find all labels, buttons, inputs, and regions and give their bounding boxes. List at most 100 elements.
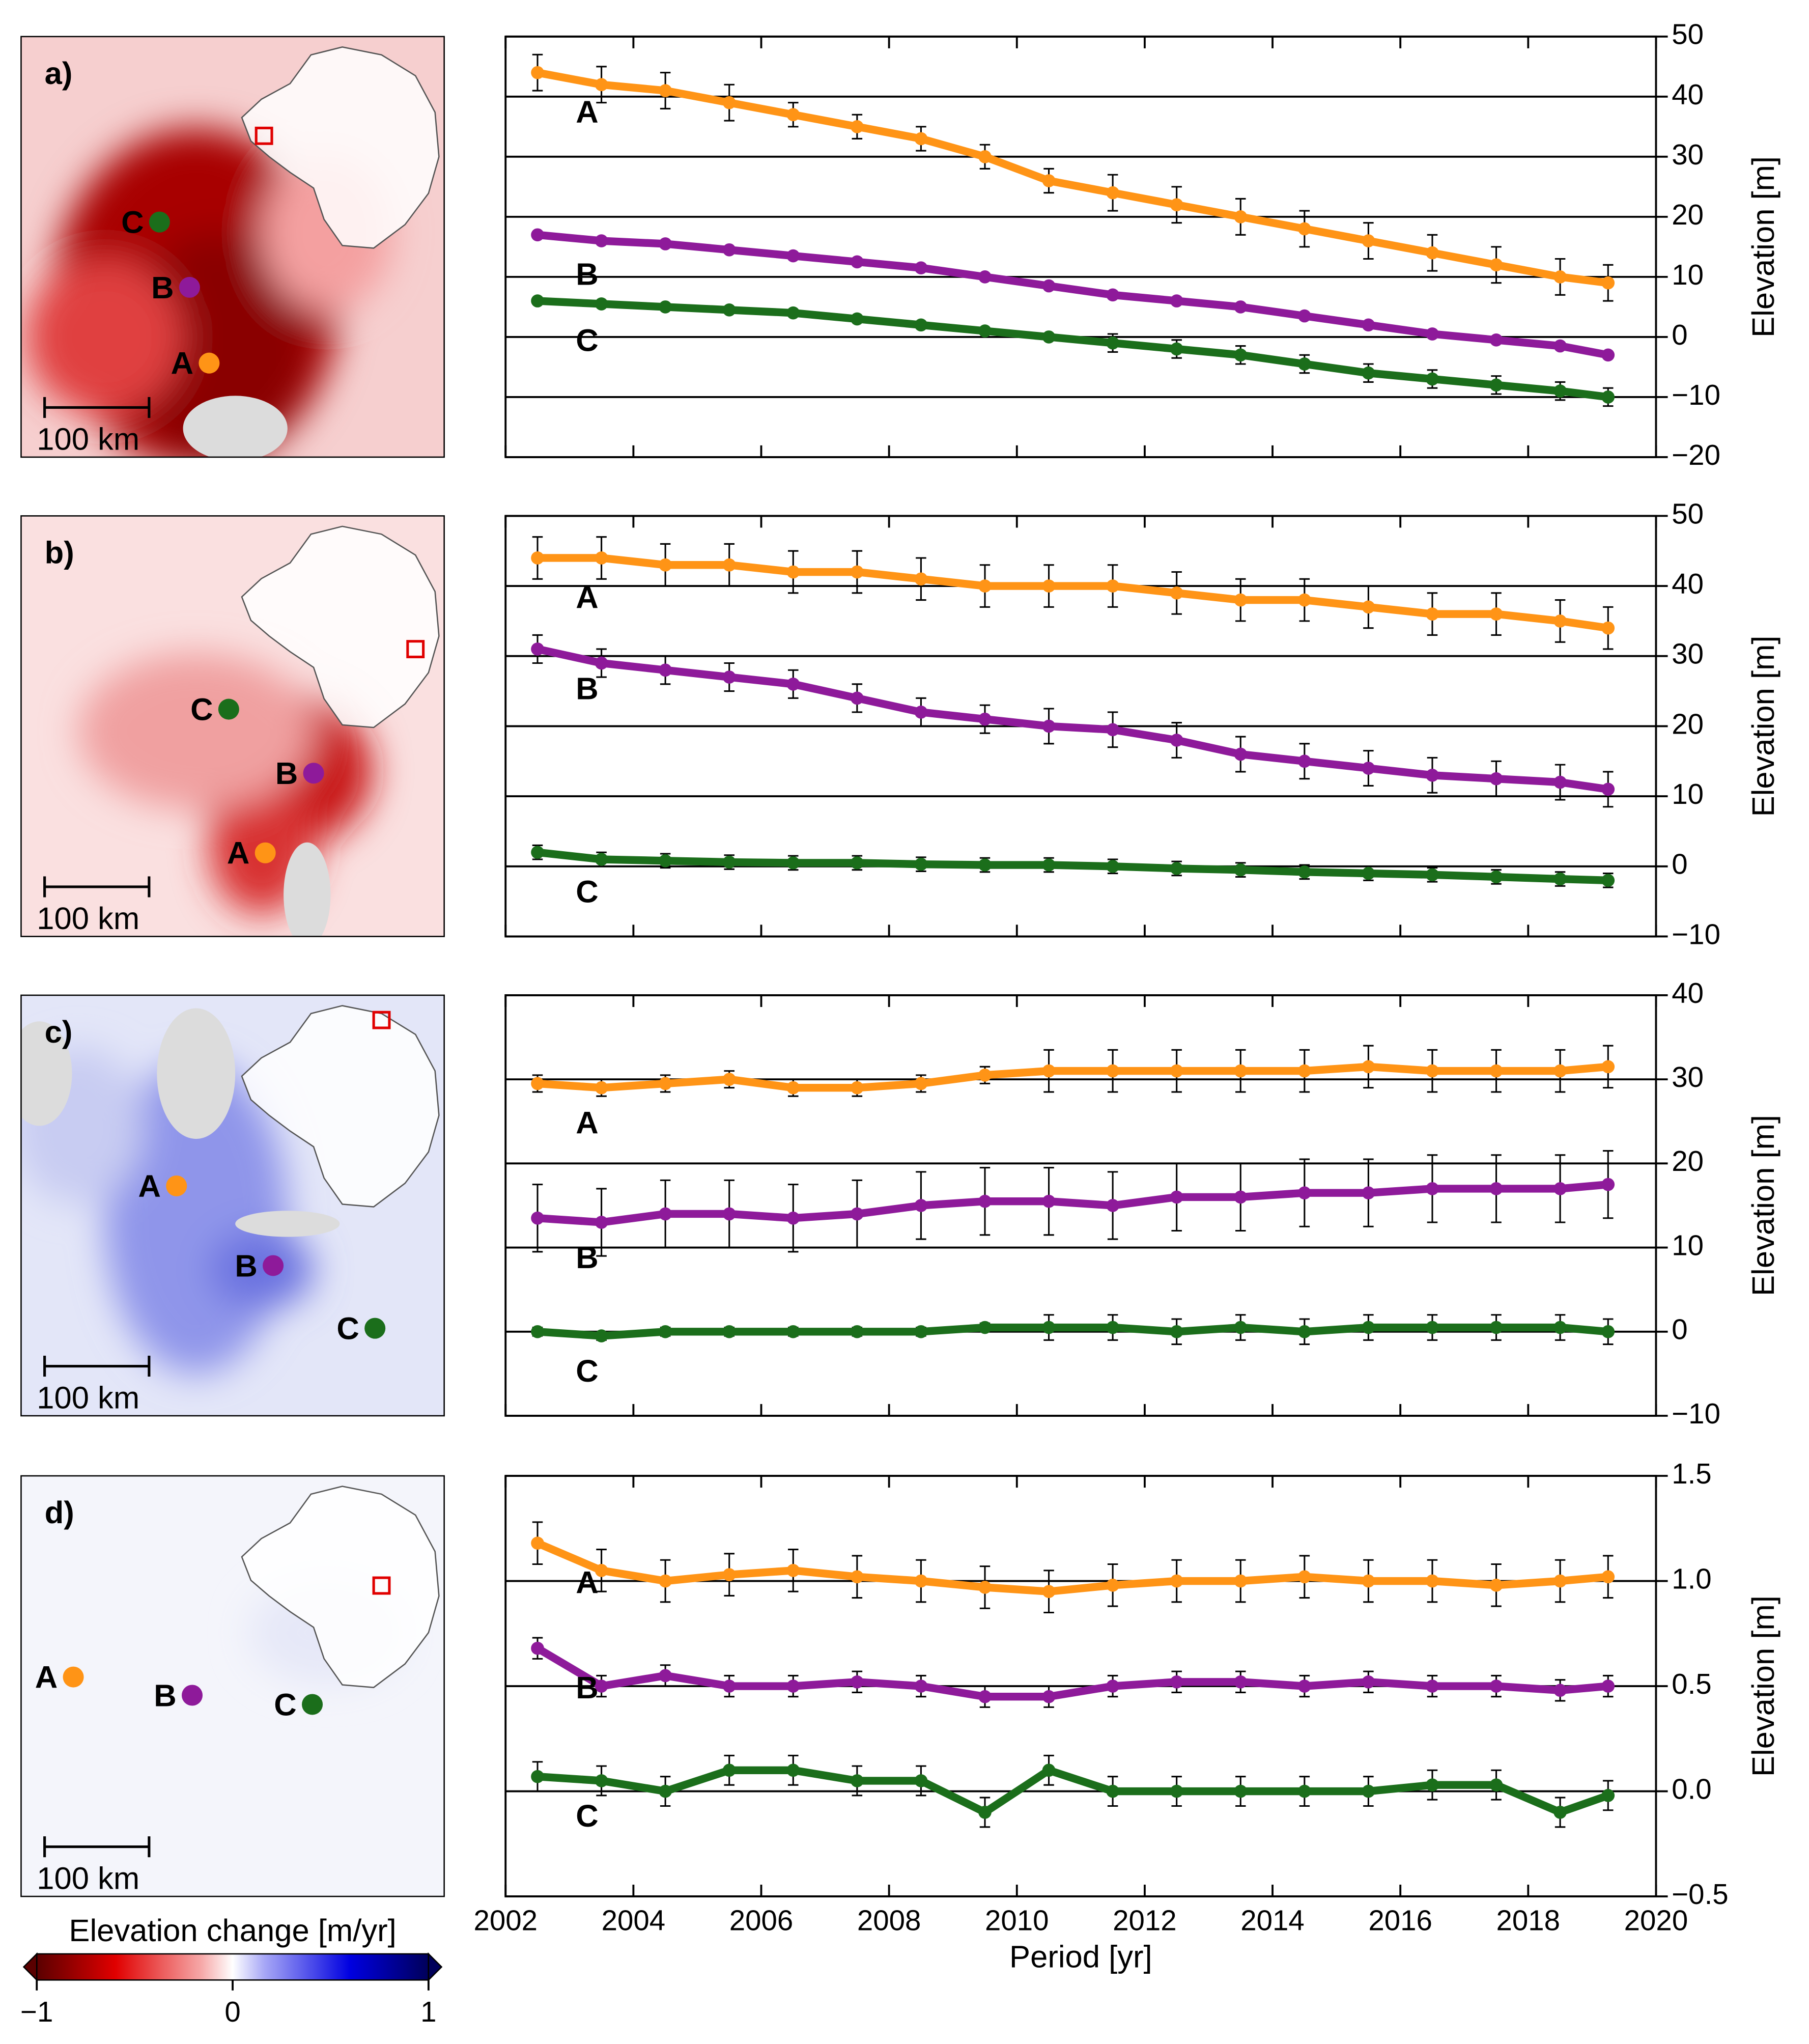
- map-point: [303, 763, 324, 784]
- series-line: [537, 848, 1608, 885]
- data-point: [1297, 1679, 1311, 1693]
- data-point: [722, 1763, 736, 1777]
- data-point: [1426, 868, 1439, 882]
- series: [531, 844, 1615, 888]
- data-point: [1297, 1784, 1311, 1798]
- data-point: [1106, 1321, 1119, 1334]
- data-point: [1042, 1321, 1056, 1334]
- antarctica-inset: [241, 1005, 440, 1208]
- data-point: [1170, 1190, 1183, 1204]
- data-point: [1426, 768, 1439, 782]
- data-point: [722, 558, 736, 572]
- map-point: [263, 1255, 284, 1276]
- y-tick-label: 1.0: [1672, 1562, 1711, 1594]
- data-point: [1489, 378, 1503, 392]
- series-label: C: [576, 1799, 598, 1834]
- data-point: [1426, 607, 1439, 621]
- data-point: [1553, 1684, 1567, 1697]
- y-tick-label: −20: [1672, 439, 1720, 471]
- y-tick-label: 20: [1672, 708, 1704, 740]
- data-point: [595, 1329, 608, 1342]
- data-point: [1297, 309, 1311, 323]
- data-point: [786, 1325, 800, 1338]
- data-point: [1601, 1178, 1615, 1191]
- antarctica-inset: [241, 46, 440, 249]
- data-point: [1601, 874, 1615, 887]
- data-point: [531, 1536, 544, 1550]
- data-point: [1042, 858, 1056, 872]
- map-content: [21, 516, 444, 937]
- data-point: [786, 108, 800, 122]
- series-line: [535, 1645, 1608, 1701]
- data-point: [978, 712, 992, 726]
- data-point: [531, 66, 544, 79]
- map-point-label: C: [190, 692, 213, 727]
- data-point: [1489, 1321, 1503, 1334]
- colorbar-tick-label: 1: [420, 1996, 436, 2028]
- series: [531, 1754, 1615, 1828]
- data-point: [1106, 723, 1119, 737]
- y-tick-label: 40: [1672, 568, 1704, 600]
- map: d) 100 km A B C: [20, 1475, 445, 1897]
- data-point: [851, 691, 864, 705]
- colorbar-tick-label: 0: [224, 1996, 240, 2028]
- y-tick-label: −10: [1672, 918, 1720, 950]
- data-point: [659, 1669, 672, 1683]
- series-label: C: [576, 323, 598, 358]
- map-point: [63, 1666, 84, 1688]
- data-point: [1553, 872, 1567, 886]
- scale-bar-label: 100 km: [37, 1861, 139, 1896]
- y-tick-label: 40: [1672, 78, 1704, 110]
- y-tick-label: 0: [1672, 1313, 1687, 1346]
- series: [531, 1521, 1615, 1614]
- data-point: [786, 677, 800, 691]
- x-tick-label: 2016: [1368, 1904, 1432, 1936]
- data-point: [1489, 1578, 1503, 1592]
- data-point: [595, 1679, 608, 1693]
- data-point: [1489, 772, 1503, 786]
- data-point: [1601, 621, 1615, 635]
- data-point: [914, 572, 928, 586]
- data-point: [1106, 1578, 1119, 1592]
- x-tick-label: 2006: [729, 1904, 794, 1936]
- data-point: [851, 1570, 864, 1584]
- data-point: [914, 1774, 928, 1787]
- y-axis-label: Elevation [m]: [1746, 635, 1781, 817]
- data-point: [722, 670, 736, 684]
- series-label: B: [576, 1670, 598, 1705]
- data-point: [1426, 1064, 1439, 1078]
- data-point: [1106, 1784, 1119, 1798]
- data-point: [1170, 734, 1183, 747]
- series: [531, 228, 1615, 362]
- x-tick-label: 2010: [985, 1904, 1049, 1936]
- data-point: [1297, 1570, 1311, 1584]
- map-point-label: C: [121, 205, 144, 240]
- data-point: [1362, 1060, 1375, 1074]
- series: [531, 634, 1615, 808]
- data-point: [978, 858, 992, 872]
- data-point: [1601, 1679, 1615, 1693]
- map-frame: [20, 1475, 445, 1897]
- data-point: [1426, 1182, 1439, 1195]
- data-point: [1234, 1321, 1248, 1334]
- series-line: [536, 69, 1609, 287]
- map-point: [149, 211, 170, 233]
- data-point: [531, 1077, 544, 1090]
- map-point: [364, 1318, 386, 1339]
- data-point: [722, 1679, 736, 1693]
- data-point: [1042, 174, 1056, 187]
- data-point: [1362, 366, 1375, 380]
- data-point: [1170, 1574, 1183, 1588]
- y-axis-label: Elevation [m]: [1746, 1595, 1781, 1777]
- data-point: [914, 1199, 928, 1212]
- data-point: [722, 1073, 736, 1086]
- data-point: [1553, 1182, 1567, 1195]
- data-point: [1601, 276, 1615, 290]
- plot-frame: [504, 994, 1657, 1417]
- map-point-label: A: [171, 346, 193, 381]
- data-point: [1601, 1325, 1615, 1338]
- map: c) 100 km A B C: [20, 994, 445, 1417]
- data-point: [1297, 754, 1311, 768]
- data-point: [1553, 775, 1567, 789]
- data-point: [1170, 1064, 1183, 1078]
